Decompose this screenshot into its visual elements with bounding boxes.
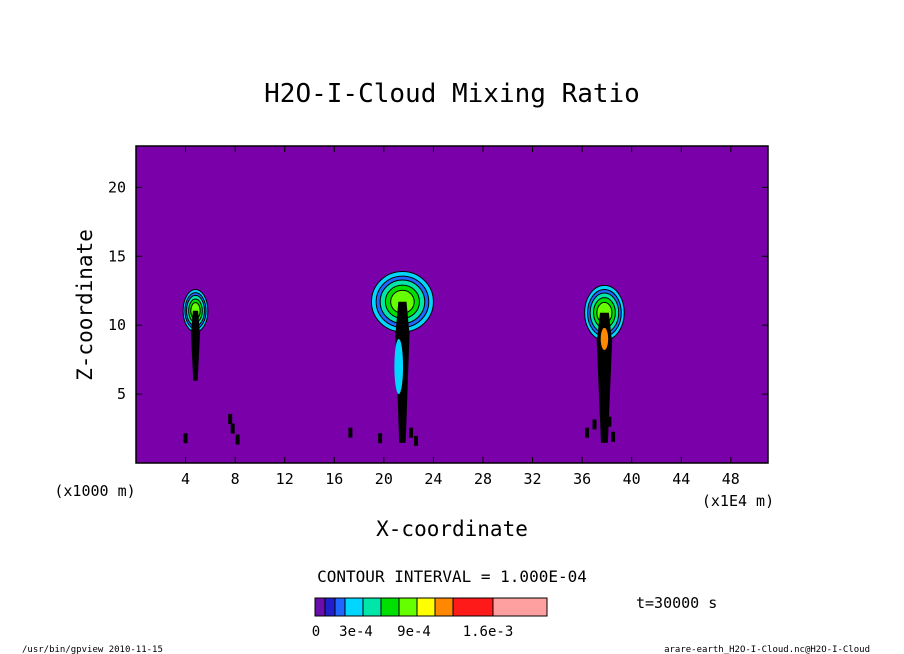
- contour-interval: CONTOUR INTERVAL = 1.000E-04: [317, 567, 587, 586]
- footer-left: /usr/bin/gpview 2010-11-15: [22, 645, 163, 654]
- cloud-b: [370, 271, 434, 443]
- surface-patch: [414, 435, 419, 446]
- y-axis-label: Z-coordinate: [73, 229, 97, 381]
- colorbar-swatch: [324, 597, 336, 617]
- colorbar: [314, 597, 548, 617]
- chart-title: H2O-I-Cloud Mixing Ratio: [264, 79, 640, 109]
- y-tick-label: 5: [117, 385, 126, 403]
- surface-patch: [592, 419, 597, 430]
- cloud-field: [182, 271, 625, 443]
- colorbar-swatch: [344, 597, 364, 617]
- footer-right: arare-earth_H2O-I-Cloud.nc@H2O-I-Cloud: [664, 645, 870, 654]
- plot-area: [135, 145, 769, 464]
- colorbar-tick-label: 0: [312, 624, 320, 640]
- colorbar-swatch: [314, 597, 326, 617]
- plot-frame: [135, 145, 769, 464]
- colorbar-swatch: [362, 597, 382, 617]
- time-label: t=30000 s: [636, 594, 717, 612]
- x-tick-label: 44: [672, 470, 690, 488]
- x-tick-label: 4: [181, 470, 190, 488]
- colorbar-tick-label: 3e-4: [339, 624, 373, 640]
- cloud-core-stroke: [191, 310, 200, 332]
- colorbar-swatch: [380, 597, 400, 617]
- colorbar-swatch: [492, 597, 548, 617]
- surface-patch: [607, 416, 612, 427]
- x-tick-label: 28: [474, 470, 492, 488]
- y-tick-label: 20: [108, 178, 126, 196]
- y-axis-ticks: 5 10 15 20: [108, 178, 768, 403]
- colorbar-swatch: [416, 597, 436, 617]
- surface-ice-patches: [183, 413, 616, 446]
- plot-background: [136, 146, 768, 463]
- x-axis-ticks: 4 8 12 16 20 24 28 32 36 40 44 48: [181, 146, 740, 488]
- x-tick-label: 12: [276, 470, 294, 488]
- colorbar-tick-label: 9e-4: [397, 624, 431, 640]
- x-tick-label: 8: [231, 470, 240, 488]
- surface-patch: [378, 433, 383, 444]
- x-tick-label: 24: [424, 470, 442, 488]
- surface-patch: [235, 434, 240, 445]
- x-tick-label: 48: [722, 470, 740, 488]
- colorbar-swatch: [452, 597, 494, 617]
- surface-patch: [183, 433, 188, 444]
- surface-patch: [611, 431, 616, 442]
- colorbar-swatch: [334, 597, 346, 617]
- cloud-core-stroke: [395, 301, 410, 332]
- cloud-stem-core: [394, 338, 404, 395]
- x-tick-label: 40: [623, 470, 641, 488]
- x-tick-label: 36: [573, 470, 591, 488]
- x-unit-left: (x1000 m): [54, 482, 135, 500]
- colorbar-swatch: [434, 597, 454, 617]
- surface-patch: [228, 413, 233, 424]
- cloud-core-stroke: [596, 312, 612, 341]
- x-axis-label: X-coordinate: [376, 517, 528, 541]
- x-tick-label: 16: [325, 470, 343, 488]
- x-tick-label: 20: [375, 470, 393, 488]
- cloud-peak-region: [600, 327, 609, 350]
- cloud-c: [584, 284, 625, 443]
- y-tick-label: 10: [108, 316, 126, 334]
- x-unit-right: (x1E4 m): [702, 492, 774, 510]
- cloud-a: [182, 288, 209, 381]
- surface-patch: [409, 427, 414, 438]
- surface-patch: [230, 423, 235, 434]
- colorbar-tick-label: 1.6e-3: [463, 624, 514, 640]
- x-tick-label: 32: [524, 470, 542, 488]
- colorbar-tick-labels: 0 3e-4 9e-4 1.6e-3: [312, 624, 514, 640]
- surface-patch: [585, 427, 590, 438]
- y-tick-label: 15: [108, 247, 126, 265]
- surface-patch: [348, 427, 353, 438]
- colorbar-swatch: [398, 597, 418, 617]
